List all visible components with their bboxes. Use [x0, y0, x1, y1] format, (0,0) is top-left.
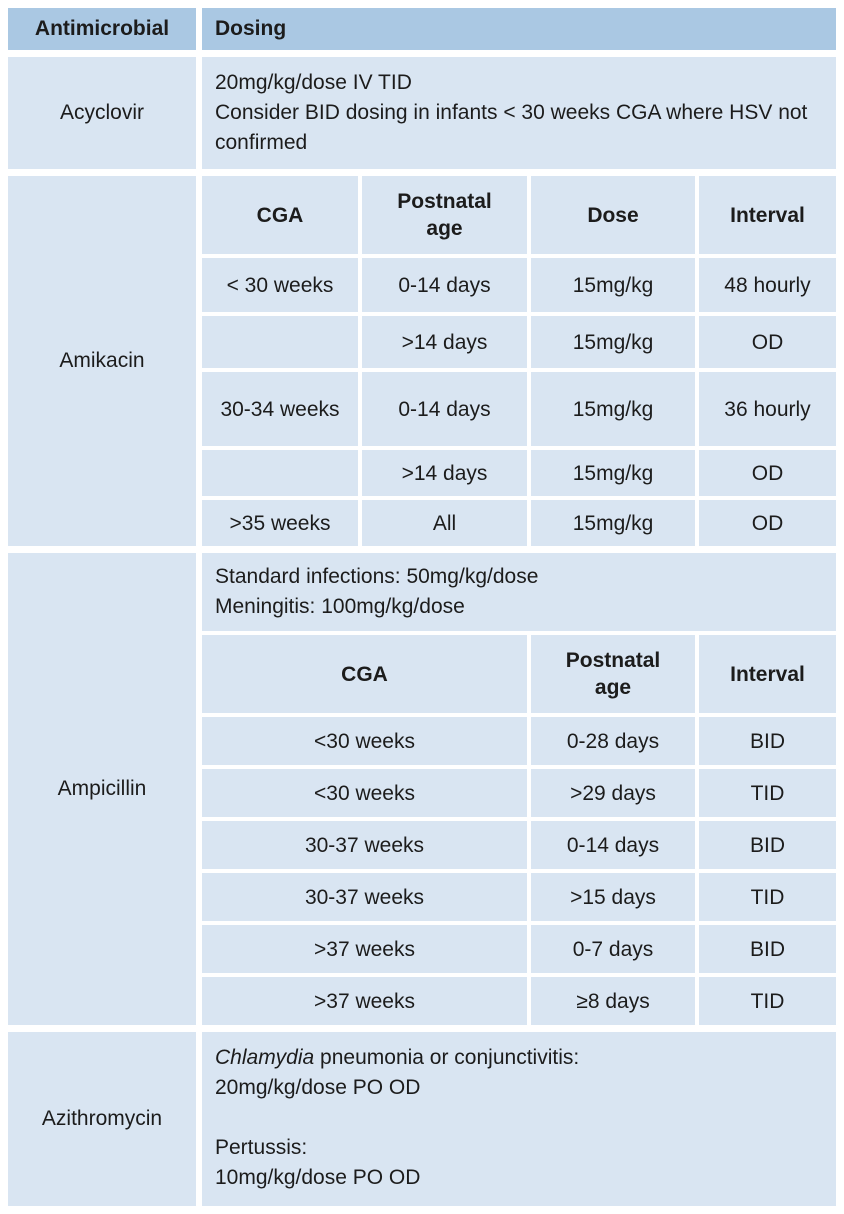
amikacin-cell-dose: 15mg/kg — [531, 450, 695, 496]
amikacin-cell-interval: 48 hourly — [699, 258, 836, 312]
amikacin-cell-dose: 15mg/kg — [531, 500, 695, 546]
chlamydia-italic-text: Chlamydia — [215, 1046, 315, 1069]
amikacin-cell-interval: OD — [699, 450, 836, 496]
ampicillin-cell-postnatal-age: 0-7 days — [531, 925, 695, 973]
amikacin-cell-postnatal-age: 0-14 days — [362, 372, 527, 446]
amikacin-cell-dose: 15mg/kg — [531, 316, 695, 368]
ampicillin-dose-text-cell: Standard infections: 50mg/kg/dose Mening… — [202, 553, 836, 631]
table-header-row: Antimicrobial Dosing — [8, 8, 836, 50]
ampicillin-cell-postnatal-age: ≥8 days — [531, 977, 695, 1025]
azithromycin-pertussis-dose-line: 10mg/kg/dose PO OD — [215, 1166, 421, 1189]
row-acyclovir: Acyclovir 20mg/kg/dose IV TID Consider B… — [8, 57, 836, 169]
azithromycin-chlamydia-line: Chlamydia pneumonia or conjunctivitis: — [215, 1043, 826, 1073]
acyclovir-note-line: Consider BID dosing in infants < 30 week… — [215, 101, 808, 154]
ampicillin-cell-interval: BID — [699, 821, 836, 869]
amikacin-header-dose: Dose — [531, 176, 695, 254]
ampicillin-cell-cga: >37 weeks — [202, 977, 527, 1025]
drug-name-amikacin: Amikacin — [8, 176, 196, 546]
ampicillin-cell-interval: TID — [699, 977, 836, 1025]
ampicillin-cell-cga: 30-37 weeks — [202, 873, 527, 921]
amikacin-header-postnatal-age: Postnatal age — [362, 176, 527, 254]
ampicillin-cell-interval: BID — [699, 925, 836, 973]
ampicillin-subtable: CGA Postnatal age Interval <30 weeks 0-2… — [202, 635, 836, 1025]
amikacin-cell-cga — [202, 316, 358, 368]
azithromycin-chlamydia-dose-line: 20mg/kg/dose PO OD — [215, 1076, 421, 1099]
ampicillin-cell-postnatal-age: 0-14 days — [531, 821, 695, 869]
azithromycin-dosing-cell: Chlamydia pneumonia or conjunctivitis: 2… — [202, 1032, 836, 1206]
ampicillin-header-postnatal-age: Postnatal age — [531, 635, 695, 713]
amikacin-cell-postnatal-age: >14 days — [362, 316, 527, 368]
ampicillin-standard-dose-line: Standard infections: 50mg/kg/dose — [215, 565, 539, 588]
ampicillin-cell-cga: >37 weeks — [202, 925, 527, 973]
amikacin-cell-cga: < 30 weeks — [202, 258, 358, 312]
amikacin-cell-dose: 15mg/kg — [531, 258, 695, 312]
amikacin-cell-cga — [202, 450, 358, 496]
row-amikacin: Amikacin CGA Postnatal age Dose Interval… — [8, 176, 836, 546]
ampicillin-cell-postnatal-age: >15 days — [531, 873, 695, 921]
ampicillin-cell-interval: TID — [699, 873, 836, 921]
ampicillin-meningitis-dose-line: Meningitis: 100mg/kg/dose — [215, 595, 465, 618]
column-header-antimicrobial: Antimicrobial — [8, 8, 196, 50]
ampicillin-cell-cga: <30 weeks — [202, 717, 527, 765]
row-ampicillin: Ampicillin Standard infections: 50mg/kg/… — [8, 553, 836, 1025]
chlamydia-rest-text: pneumonia or conjunctivitis: — [314, 1046, 580, 1069]
ampicillin-cell-cga: <30 weeks — [202, 769, 527, 817]
acyclovir-dosing-cell: 20mg/kg/dose IV TID Consider BID dosing … — [202, 57, 836, 169]
ampicillin-cell-postnatal-age: 0-28 days — [531, 717, 695, 765]
drug-name-acyclovir: Acyclovir — [8, 57, 196, 169]
amikacin-subtable: CGA Postnatal age Dose Interval < 30 wee… — [202, 176, 836, 546]
amikacin-cell-cga: >35 weeks — [202, 500, 358, 546]
ampicillin-cell-interval: TID — [699, 769, 836, 817]
ampicillin-header-interval: Interval — [699, 635, 836, 713]
amikacin-cell-postnatal-age: >14 days — [362, 450, 527, 496]
amikacin-header-interval: Interval — [699, 176, 836, 254]
ampicillin-cell-cga: 30-37 weeks — [202, 821, 527, 869]
amikacin-cell-postnatal-age: All — [362, 500, 527, 546]
amikacin-cell-dose: 15mg/kg — [531, 372, 695, 446]
azithromycin-pertussis-line: Pertussis: — [215, 1136, 308, 1159]
amikacin-cell-cga: 30-34 weeks — [202, 372, 358, 446]
amikacin-cell-interval: OD — [699, 316, 836, 368]
column-header-dosing: Dosing — [202, 8, 836, 50]
acyclovir-dose-line: 20mg/kg/dose IV TID — [215, 71, 412, 94]
ampicillin-header-cga: CGA — [202, 635, 527, 713]
row-azithromycin: Azithromycin Chlamydia pneumonia or conj… — [8, 1032, 836, 1206]
ampicillin-dosing-area: Standard infections: 50mg/kg/dose Mening… — [202, 553, 836, 1025]
spacer-line — [215, 1103, 826, 1133]
amikacin-cell-interval: 36 hourly — [699, 372, 836, 446]
drug-name-azithromycin: Azithromycin — [8, 1032, 196, 1206]
ampicillin-cell-postnatal-age: >29 days — [531, 769, 695, 817]
amikacin-header-cga: CGA — [202, 176, 358, 254]
amikacin-cell-postnatal-age: 0-14 days — [362, 258, 527, 312]
amikacin-cell-interval: OD — [699, 500, 836, 546]
drug-name-ampicillin: Ampicillin — [8, 553, 196, 1025]
ampicillin-cell-interval: BID — [699, 717, 836, 765]
